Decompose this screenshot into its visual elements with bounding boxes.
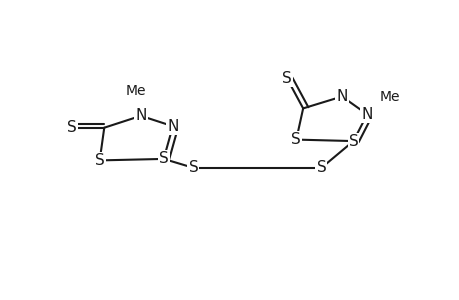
Text: S: S	[95, 153, 104, 168]
Text: Me: Me	[126, 84, 146, 98]
Text: N: N	[167, 119, 178, 134]
Text: N: N	[361, 107, 372, 122]
Text: S: S	[282, 71, 291, 86]
Text: S: S	[291, 132, 301, 147]
Text: N: N	[135, 108, 146, 123]
Text: S: S	[67, 120, 77, 135]
Text: N: N	[336, 89, 347, 104]
Text: S: S	[348, 134, 358, 148]
Text: S: S	[316, 160, 325, 175]
Text: Me: Me	[379, 89, 399, 103]
Text: S: S	[158, 152, 168, 166]
Text: S: S	[188, 160, 198, 175]
